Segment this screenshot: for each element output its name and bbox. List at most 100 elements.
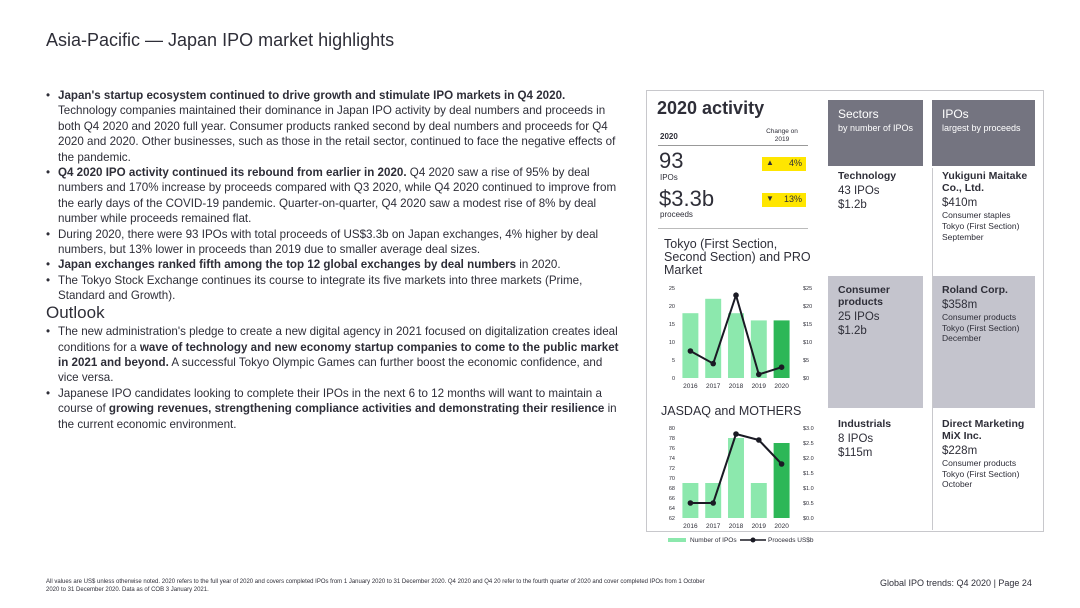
- ipo-month: December: [942, 333, 982, 343]
- divider: [658, 145, 808, 146]
- left-tick-label: 64: [669, 506, 675, 512]
- legend-bar-swatch: [668, 538, 686, 542]
- bullet-1-text: Technology companies maintained their do…: [58, 104, 616, 164]
- x-tick-label: 2020: [774, 523, 789, 530]
- activity-title: 2020 activity: [657, 98, 765, 118]
- legend-line: Proceeds US$b: [768, 537, 814, 544]
- bullet-5-text: The Tokyo Stock Exchange continues its c…: [58, 273, 583, 303]
- right-tick-label: $20: [803, 304, 812, 310]
- left-tick-label: 15: [669, 322, 675, 328]
- x-tick-label: 2019: [752, 523, 767, 530]
- legend-line-swatch: [740, 537, 766, 543]
- left-tick-label: 74: [669, 456, 675, 462]
- bullet-1: Japan's startup ecosystem continued to d…: [46, 88, 624, 165]
- proceeds-point: [733, 431, 739, 437]
- left-tick-label: 80: [669, 426, 675, 432]
- proceeds-value: $3.3b: [659, 186, 715, 211]
- highlights-text: Japan's startup ecosystem continued to d…: [46, 88, 624, 432]
- proceeds-point: [756, 371, 762, 378]
- right-tick-label: $0.0: [803, 516, 814, 522]
- proceeds-point: [778, 364, 785, 370]
- bullet-4-text: in 2020.: [516, 258, 561, 272]
- ipos-sub: largest by proceeds: [942, 123, 1021, 133]
- outlook-heading: Outlook: [46, 302, 105, 322]
- right-tick-label: $3.0: [803, 426, 814, 432]
- x-tick-label: 2018: [729, 523, 744, 530]
- outlook-bullet-1: The new administration's pledge to creat…: [46, 324, 624, 386]
- sectors-head: Sectors: [838, 107, 879, 121]
- bullet-3: During 2020, there were 93 IPOs with tot…: [46, 227, 624, 258]
- sector-ipos: 25 IPOs: [838, 311, 880, 323]
- right-tick-label: $1.5: [803, 471, 814, 477]
- divider: [658, 228, 808, 229]
- activity-panel: [646, 90, 1044, 532]
- right-tick-label: $15: [803, 322, 812, 328]
- left-tick-label: 78: [669, 436, 675, 442]
- outlook-1-text-end: A successful Tokyo Olympic Games can fur…: [58, 355, 603, 385]
- x-tick-label: 2019: [752, 383, 767, 390]
- ipo-sector: Consumer products: [942, 312, 1017, 322]
- left-tick-label: 68: [669, 486, 675, 492]
- bar: [773, 443, 790, 518]
- right-tick-label: $2.5: [803, 441, 814, 447]
- chart1: 0 5 10 15 20 25 $0 $5 $10 $15 $20 $25 2016 2017 2018 20…: [669, 286, 812, 390]
- proceeds-change-badge: ▼ 13%: [762, 193, 806, 207]
- ipos-change-badge: ▲ 4%: [762, 157, 806, 171]
- bullet-4: Japan exchanges ranked fifth among the t…: [46, 257, 624, 273]
- left-tick-label: 10: [669, 340, 675, 346]
- ipo-exchange: Tokyo (First Section): [942, 468, 1020, 479]
- sector-proceeds: $115m: [838, 447, 873, 459]
- ipo-proceeds: $358m: [942, 299, 978, 311]
- bar: [705, 298, 722, 378]
- x-tick-label: 2017: [706, 523, 721, 530]
- sector-ipos: 8 IPOs: [838, 433, 874, 445]
- left-tick-label: 25: [669, 286, 675, 292]
- ipo-month: October: [942, 479, 973, 489]
- proceeds-point: [710, 360, 716, 367]
- ipo-proceeds: $228m: [942, 445, 978, 457]
- footer-page: Global IPO trends: Q4 2020 | Page 24: [880, 578, 1032, 588]
- ipo-month: September: [942, 232, 984, 242]
- sector-technology: Technology 43 IPOs $1.2b: [838, 170, 922, 212]
- up-arrow-icon: ▲: [766, 158, 774, 167]
- ipos-label: IPOs: [660, 173, 678, 182]
- right-tick-label: $0: [803, 376, 809, 382]
- ipo-sector: Consumer staples: [942, 210, 1011, 220]
- sector-industrials: Industrials 8 IPOs $115m: [838, 418, 922, 460]
- right-tick-label: $25: [803, 286, 812, 292]
- page-title: Asia-Pacific — Japan IPO market highligh…: [46, 30, 395, 50]
- sector-name: Industrials: [838, 418, 892, 430]
- sector-highlight-bg: [828, 276, 923, 408]
- sector-name: Consumer products: [838, 284, 890, 308]
- bar: [682, 313, 699, 378]
- left-tick-label: 66: [669, 496, 675, 502]
- footer-note: All values are US$ unless otherwise note…: [46, 579, 705, 593]
- right-tick-label: $2.0: [803, 456, 814, 462]
- ipo-name: Roland Corp.: [942, 284, 1008, 296]
- outlook-2-text: Japanese IPO candidates looking to compl…: [58, 386, 602, 416]
- sector-consumer-products: Consumer products 25 IPOs $1.2b: [838, 284, 922, 338]
- bullet-5: The Tokyo Stock Exchange continues its c…: [46, 273, 624, 304]
- outlook-1-bold: wave of technology and new economy start…: [58, 340, 619, 369]
- x-tick-label: 2017: [706, 383, 721, 390]
- proceeds-point: [710, 500, 716, 506]
- chart2-title: JASDAQ and MOTHERS: [661, 404, 802, 418]
- bullet-1-bold: Japan's startup ecosystem continued to d…: [58, 89, 566, 102]
- outlook-2-text-end: in the current economic environment.: [58, 402, 617, 431]
- right-tick-label: $1.0: [803, 486, 814, 492]
- x-tick-label: 2018: [729, 383, 744, 390]
- proceeds-point: [687, 348, 694, 354]
- left-tick-label: 20: [669, 304, 675, 310]
- change-label: Change on 2019: [766, 128, 798, 143]
- right-tick-label: $0.5: [803, 501, 814, 507]
- bullet-2: Q4 2020 IPO activity continued its rebou…: [46, 165, 624, 227]
- proceeds-label: proceeds: [660, 210, 693, 219]
- column-divider: [932, 168, 933, 530]
- ipo-roland: Roland Corp. $358m Consumer products Tok…: [942, 284, 1034, 344]
- x-tick-label: 2016: [683, 523, 698, 530]
- left-tick-label: 5: [672, 358, 675, 364]
- proceeds-point: [778, 461, 785, 467]
- ipo-direct-marketing: Direct Marketing MiX Inc. $228m Consumer…: [942, 418, 1034, 490]
- sector-proceeds: $1.2b: [838, 199, 867, 211]
- outlook-2-bold: growing revenues, strengthening complian…: [108, 402, 605, 416]
